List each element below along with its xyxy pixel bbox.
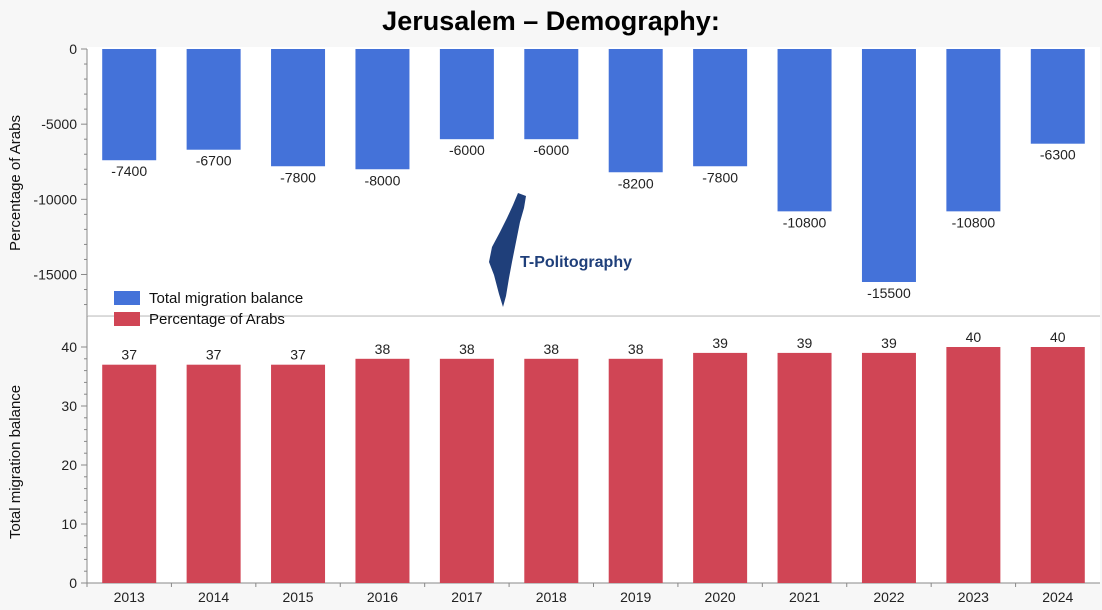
arabs-bar: [524, 358, 579, 583]
migration-data-label: -10800: [952, 214, 996, 230]
migration-bar: [861, 49, 916, 282]
arabs-data-label: 40: [1050, 329, 1066, 345]
arabs-bar: [777, 352, 832, 583]
migration-data-label: -8200: [618, 175, 654, 191]
x-tick-label: 2017: [451, 589, 482, 605]
x-tick-label: 2021: [789, 589, 820, 605]
arabs-bar: [1030, 347, 1085, 583]
legend: Total migration balance Percentage of Ar…: [114, 290, 303, 328]
migration-data-label: -7800: [702, 169, 738, 185]
x-tick-label: 2014: [198, 589, 229, 605]
arabs-data-label: 38: [459, 341, 475, 357]
arabs-bar: [861, 352, 916, 583]
migration-bar: [271, 49, 326, 167]
arabs-bar: [186, 364, 241, 583]
migration-bar: [946, 49, 1001, 212]
x-tick-label: 2013: [114, 589, 145, 605]
x-tick-label: 2022: [873, 589, 904, 605]
migration-data-label: -7400: [111, 163, 147, 179]
legend-label-migration: Total migration balance: [149, 290, 303, 307]
migration-data-label: -7800: [280, 169, 316, 185]
migration-bar: [355, 49, 410, 170]
migration-data-label: -6000: [533, 142, 569, 158]
logo-text: T-Politography: [520, 254, 632, 271]
arabs-bar: [439, 358, 494, 583]
top-y-tick-label: -5000: [41, 116, 77, 132]
migration-data-label: -10800: [783, 214, 827, 230]
legend-swatch-migration: [114, 291, 140, 305]
migration-data-label: -8000: [365, 172, 401, 188]
arabs-data-label: 39: [881, 335, 897, 351]
legend-swatch-arabs: [114, 312, 140, 326]
migration-bar: [777, 49, 832, 212]
arabs-data-label: 40: [966, 329, 982, 345]
x-tick-label: 2016: [367, 589, 398, 605]
x-tick-label: 2023: [958, 589, 989, 605]
x-tick-label: 2018: [536, 589, 567, 605]
arabs-bar: [693, 352, 748, 583]
migration-bar: [102, 49, 157, 161]
arabs-bar: [355, 358, 410, 583]
bottom-y-tick-label: 20: [61, 457, 77, 473]
top-plot-area: [87, 47, 1100, 316]
arabs-bar: [271, 364, 326, 583]
migration-bar: [439, 49, 494, 140]
migration-data-label: -15500: [867, 285, 911, 301]
x-tick-label: 2015: [282, 589, 313, 605]
arabs-data-label: 38: [375, 341, 391, 357]
logo: T-Politography: [489, 193, 632, 307]
migration-bar: [693, 49, 748, 167]
migration-bar: [1030, 49, 1085, 144]
bottom-y-axis-title: Total migration balance: [7, 385, 24, 539]
migration-bar: [524, 49, 579, 140]
bottom-y-tick-label: 40: [61, 339, 77, 355]
x-tick-label: 2024: [1042, 589, 1073, 605]
x-tick-label: 2020: [705, 589, 736, 605]
top-panel-migration: 0 -5000 -10000 -15000 Percentage of Arabs -74…: [7, 41, 1100, 317]
migration-data-label: -6000: [449, 142, 485, 158]
arabs-bar: [608, 358, 663, 583]
top-y-tick-label: 0: [69, 41, 77, 57]
migration-data-label: -6700: [196, 153, 232, 169]
arabs-data-label: 39: [797, 335, 813, 351]
legend-label-arabs: Percentage of Arabs: [149, 311, 285, 328]
arabs-data-label: 37: [290, 347, 306, 363]
migration-bar: [186, 49, 241, 150]
arabs-bar: [946, 347, 1001, 583]
top-y-axis-title: Percentage of Arabs: [7, 115, 24, 251]
migration-data-label: -6300: [1040, 147, 1076, 163]
bottom-y-tick-label: 30: [61, 398, 77, 414]
x-tick-label: 2019: [620, 589, 651, 605]
israel-map-logo-icon: [489, 193, 526, 307]
bottom-plot-area: [87, 317, 1100, 583]
migration-bar: [608, 49, 663, 173]
top-y-tick-label: -10000: [33, 191, 77, 207]
arabs-data-label: 37: [206, 347, 222, 363]
top-y-tick-label: -15000: [33, 266, 77, 282]
arabs-data-label: 39: [712, 335, 728, 351]
bottom-y-tick-label: 10: [61, 516, 77, 532]
arabs-data-label: 38: [544, 341, 560, 357]
arabs-bar: [102, 364, 157, 583]
bottom-y-tick-label: 0: [69, 575, 77, 591]
arabs-data-label: 38: [628, 341, 644, 357]
bottom-panel-arabs: 40 30 20 10 0 Total migration balance 37 37 37 38…: [7, 316, 1100, 605]
chart-title: Jerusalem – Demography:: [382, 6, 720, 36]
arabs-data-label: 37: [121, 347, 137, 363]
